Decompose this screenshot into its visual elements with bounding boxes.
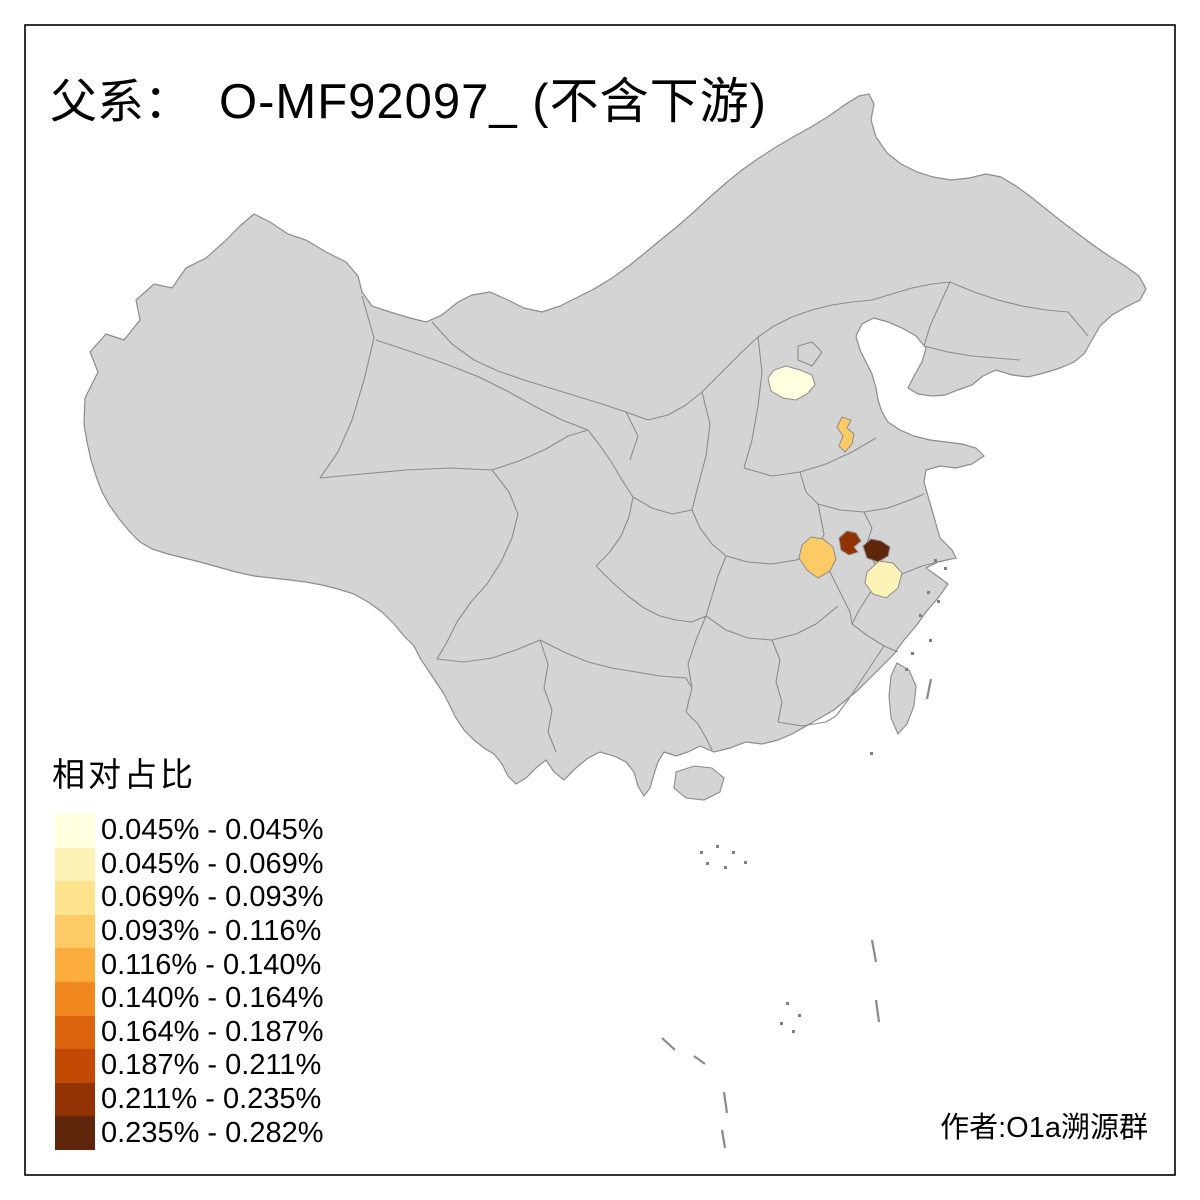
legend-label: 0.164% - 0.187% [101, 1015, 324, 1048]
region-hubei [798, 536, 837, 579]
region-zhejiang [864, 560, 903, 599]
title-prefix: 父系： [50, 77, 191, 129]
legend-swatch [55, 881, 95, 915]
coastal-islets [905, 559, 947, 671]
legend-row: 0.140% - 0.164% [55, 981, 324, 1016]
region-jiangsu [862, 538, 891, 563]
legend-label: 0.235% - 0.282% [101, 1116, 324, 1149]
legend-label: 0.187% - 0.211% [101, 1049, 322, 1082]
legend-swatch [55, 814, 95, 848]
legend-label: 0.093% - 0.116% [101, 915, 322, 948]
region-shandong [836, 416, 855, 453]
legend: 相对占比 0.045% - 0.045% 0.045% - 0.069% 0.0… [52, 748, 323, 1150]
legend-row: 0.187% - 0.211% [55, 1049, 323, 1083]
china-mainland [83, 93, 1147, 798]
legend-label: 0.045% - 0.069% [101, 847, 324, 880]
hainan-island [673, 765, 725, 801]
legend-row: 0.211% - 0.235% [55, 1082, 323, 1117]
legend-swatch [55, 914, 95, 949]
legend-swatch [55, 847, 95, 882]
legend-row: 0.235% - 0.282% [55, 1116, 323, 1150]
province-boundaries [319, 281, 1089, 753]
south-china-sea-marks [661, 678, 933, 1149]
author-credit: 作者:O1a溯源群 [940, 1112, 1148, 1144]
legend-label: 0.069% - 0.093% [101, 881, 324, 914]
legend-title: 相对占比 [52, 758, 196, 794]
legend-swatch [55, 1049, 95, 1083]
legend-swatch [55, 1082, 95, 1117]
legend-label: 0.116% - 0.140% [101, 948, 322, 981]
legend-row: 0.045% - 0.069% [55, 847, 324, 882]
legend-label: 0.045% - 0.045% [101, 814, 324, 847]
legend-row: 0.093% - 0.116% [55, 914, 323, 949]
legend-swatch [55, 1015, 95, 1050]
region-hebei [767, 365, 816, 401]
legend-row: 0.069% - 0.093% [55, 881, 323, 915]
legend-row: 0.116% - 0.140% [55, 948, 323, 982]
legend-row: 0.045% - 0.045% [55, 814, 323, 848]
legend-row: 0.164% - 0.187% [55, 1015, 324, 1050]
figure-frame [24, 24, 1176, 1176]
legend-label: 0.140% - 0.164% [101, 982, 324, 1015]
legend-rows: 0.045% - 0.045% 0.045% - 0.069% 0.069% -… [55, 814, 323, 1150]
page-title: 父系： O-MF92097_ (不含下游) [50, 62, 767, 133]
legend-swatch [55, 1116, 95, 1150]
legend-label: 0.211% - 0.235% [101, 1083, 322, 1116]
region-anhui [838, 530, 862, 556]
taiwan-island [888, 662, 917, 736]
title-main: O-MF92097_ (不含下游) [219, 75, 767, 129]
legend-swatch [55, 981, 95, 1016]
legend-swatch [55, 948, 95, 982]
